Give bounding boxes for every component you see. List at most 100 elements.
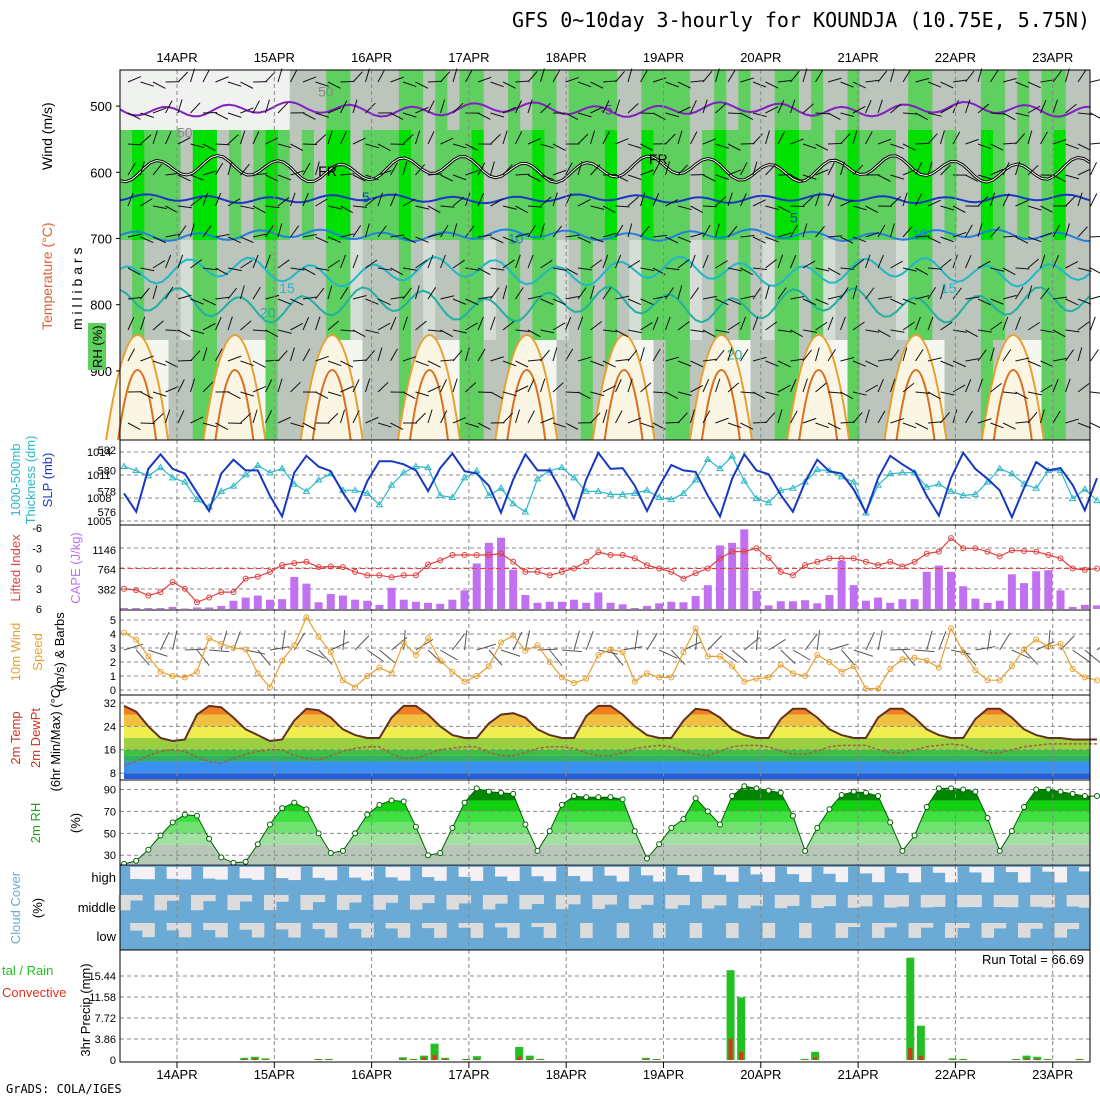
wind-speed-point	[607, 646, 614, 653]
wind-barb	[327, 163, 338, 176]
wind-barb	[552, 225, 563, 238]
wind-barb	[1002, 193, 1010, 207]
wind-barb	[815, 298, 829, 305]
rh-shading	[338, 130, 351, 240]
wind-barb	[502, 130, 508, 145]
wind-barb	[377, 347, 383, 362]
cape-bar	[788, 601, 797, 609]
rh-shading	[1053, 240, 1067, 340]
wind-speed-point	[558, 674, 565, 681]
cloud-gap	[531, 923, 545, 928]
cape-bar	[1044, 570, 1053, 609]
rh-point	[595, 794, 602, 801]
rh-tick-label: 50	[104, 828, 116, 840]
thickness-point	[1007, 469, 1016, 477]
isotherm-label: FR	[649, 151, 668, 167]
wind-barb	[465, 322, 478, 331]
rh-shading	[944, 130, 958, 240]
precip-convective-bar	[802, 1059, 807, 1060]
lifted-index-point	[704, 565, 711, 572]
wind-barb	[877, 99, 883, 114]
wind-barb	[490, 267, 505, 271]
wind-barb	[477, 296, 492, 300]
rh-point	[412, 823, 419, 830]
rh-band	[124, 822, 1090, 834]
wind-barb	[890, 418, 904, 424]
wind-barb	[977, 223, 983, 238]
wind-barb	[202, 143, 216, 152]
day-label-bottom: 15APR	[254, 1067, 295, 1082]
wind-barb	[927, 267, 942, 270]
wind-barb	[952, 231, 967, 238]
wind-barb	[315, 287, 325, 300]
temperature-contour	[408, 369, 449, 441]
wind-barb	[977, 329, 992, 333]
wind-barb	[665, 287, 674, 300]
thickness-point	[557, 463, 566, 471]
temp-band	[124, 773, 1090, 779]
wind-barb	[1035, 641, 1055, 651]
wind-barb	[977, 298, 991, 306]
wind-barb	[302, 348, 311, 362]
wind-barb	[415, 106, 429, 114]
wind-barb	[527, 71, 538, 83]
rh-shading	[702, 70, 715, 130]
wind-barb	[1077, 226, 1088, 238]
wind-barb	[390, 162, 398, 176]
precip-convective-bar	[1045, 1059, 1050, 1060]
wind-barb	[715, 298, 729, 306]
wind-barb	[577, 198, 591, 207]
wind-barb	[440, 295, 455, 300]
cloud-gap	[640, 895, 654, 905]
wind-barb	[327, 81, 341, 89]
rh-point	[339, 847, 346, 854]
wind-barb	[652, 348, 661, 362]
wind-speed-point	[157, 668, 164, 675]
wind-barb	[1040, 205, 1054, 213]
wind-barb	[415, 391, 430, 397]
wind-barb	[552, 143, 566, 151]
rh-shading	[908, 70, 921, 130]
wind-speed-point	[595, 652, 602, 658]
day-label-top: 20APR	[740, 50, 781, 65]
cape-bar	[326, 594, 335, 609]
rh-shading	[508, 130, 521, 240]
wind-speed-point	[388, 670, 395, 677]
cape-bar	[630, 607, 639, 609]
rh-shading	[956, 240, 970, 340]
wind-barb	[515, 232, 530, 238]
slp-axis-title-line: SLP (mb)	[40, 453, 55, 508]
wind-barb	[877, 358, 892, 362]
cape-bar	[436, 603, 445, 609]
day-label-top: 22APR	[935, 50, 976, 65]
wind-barb	[402, 356, 417, 362]
wind-barb	[940, 105, 954, 114]
wind-barb	[265, 174, 279, 182]
wind-barb	[440, 379, 447, 393]
rh-point	[1094, 793, 1100, 800]
wind-barb	[252, 409, 258, 424]
rh-shading	[859, 240, 873, 340]
rh-shading	[241, 130, 254, 240]
wind-barb	[652, 162, 661, 176]
wind-barb	[565, 77, 579, 83]
lifted-index-point	[485, 552, 492, 558]
wind-speed-point	[668, 674, 675, 681]
thickness-point	[241, 470, 250, 478]
wind-barb	[615, 205, 630, 208]
wind-barb	[829, 643, 849, 651]
lifted-index-tick-label: 3	[36, 584, 42, 596]
wind-barb	[277, 259, 290, 269]
wind-speed-point	[571, 680, 578, 686]
wind-barb	[890, 174, 905, 180]
dewpoint-line	[123, 743, 1097, 767]
rh-shading	[835, 70, 848, 130]
wind-barb	[915, 162, 923, 176]
wind-barb	[665, 267, 680, 271]
cape-bar	[959, 586, 968, 609]
rh-shading	[265, 130, 279, 240]
wind-barb	[565, 162, 573, 176]
wind-barb	[1027, 236, 1042, 243]
wind-barb	[615, 358, 630, 362]
